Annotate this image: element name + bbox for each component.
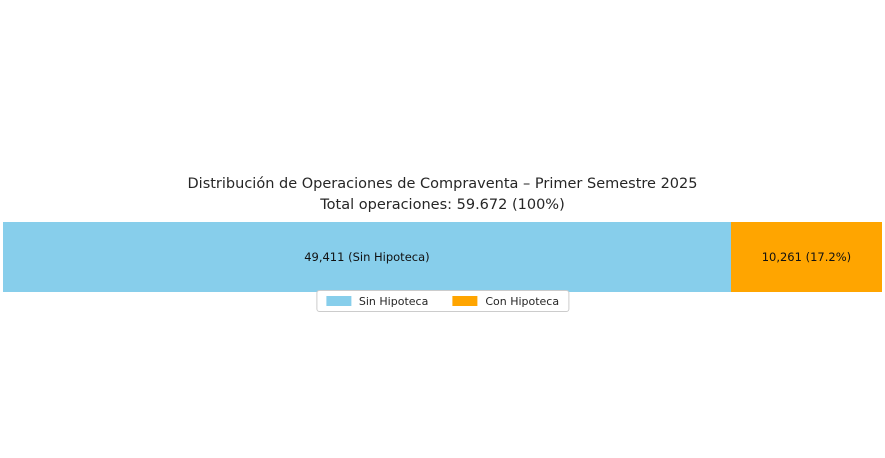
legend-swatch-sin-hipoteca bbox=[325, 296, 351, 306]
chart-title-block: Distribución de Operaciones de Compraven… bbox=[0, 174, 885, 216]
legend-label-sin-hipoteca: Sin Hipoteca bbox=[358, 294, 429, 308]
legend: Sin Hipoteca Con Hipoteca bbox=[315, 290, 570, 312]
legend-item-con-hipoteca: Con Hipoteca bbox=[452, 295, 559, 308]
legend-swatch-con-hipoteca bbox=[452, 296, 478, 306]
bar-segment-sin-hipoteca: 49,411 (Sin Hipoteca) bbox=[3, 222, 731, 292]
legend-label-con-hipoteca: Con Hipoteca bbox=[485, 294, 560, 308]
stacked-bar: 49,411 (Sin Hipoteca) 10,261 (17.2%) bbox=[3, 222, 882, 292]
bar-segment-label-sin-hipoteca: 49,411 (Sin Hipoteca) bbox=[304, 250, 430, 264]
chart-title: Distribución de Operaciones de Compraven… bbox=[187, 176, 698, 192]
chart-subtitle: Total operaciones: 59.672 (100%) bbox=[320, 197, 565, 213]
legend-item-sin-hipoteca: Sin Hipoteca bbox=[325, 294, 429, 308]
bar-segment-label-con-hipoteca: 10,261 (17.2%) bbox=[761, 250, 852, 264]
bar-segment-con-hipoteca: 10,261 (17.2%) bbox=[730, 222, 882, 292]
